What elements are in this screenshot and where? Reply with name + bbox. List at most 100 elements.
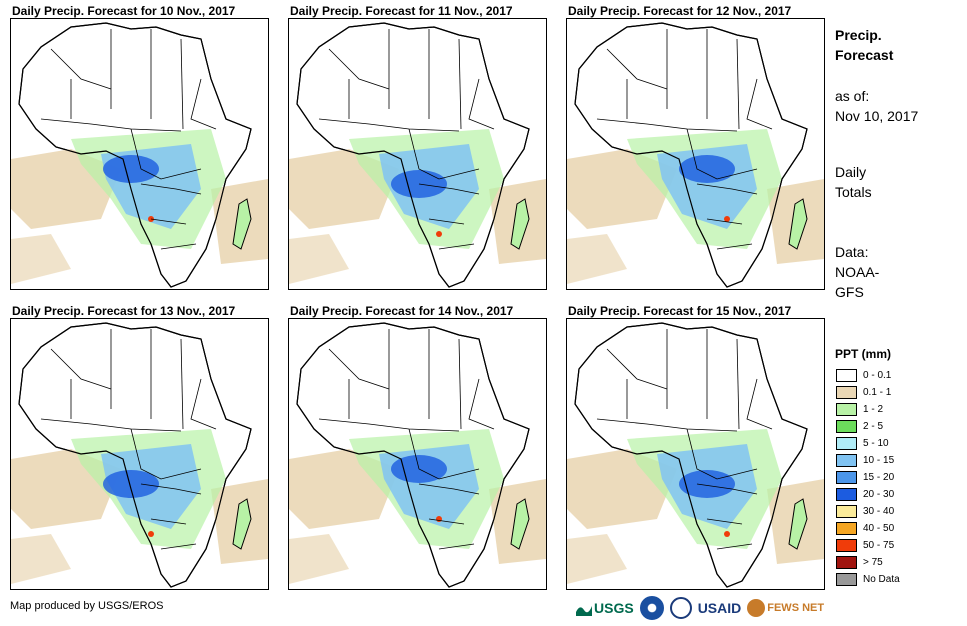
as-of-date: as of: Nov 10, 2017 xyxy=(835,86,918,126)
country-border xyxy=(428,218,465,225)
data-source-line3: GFS xyxy=(835,284,864,300)
panel-4-title: Daily Precip. Forecast for 13 Nov., 2017 xyxy=(12,304,236,318)
country-border xyxy=(686,428,758,480)
legend-item: 2 - 5 xyxy=(836,418,900,435)
forecast-title: Precip. Forecast xyxy=(835,25,893,65)
panel-5-title: Daily Precip. Forecast for 14 Nov., 2017 xyxy=(290,304,514,318)
fewsnet-logo-text: FEWS NET xyxy=(767,602,825,614)
legend-label: 40 - 50 xyxy=(863,523,895,534)
legend-label: 30 - 40 xyxy=(863,506,895,517)
extreme-rain-spot xyxy=(724,531,730,537)
country-border xyxy=(130,128,202,180)
legend-swatch xyxy=(836,420,857,433)
extreme-rain-spot xyxy=(436,231,442,237)
africa-precip-map xyxy=(289,319,546,589)
legend-label: No Data xyxy=(863,574,900,585)
panel-4-map xyxy=(10,318,269,590)
country-border xyxy=(40,118,182,132)
country-border xyxy=(180,338,184,430)
legend-label: 10 - 15 xyxy=(863,455,895,466)
country-border xyxy=(596,118,738,132)
africa-precip-map xyxy=(11,319,268,589)
madagascar-outline xyxy=(788,498,808,550)
legend-label: 0.1 - 1 xyxy=(863,387,892,398)
forecast-title-line1: Precip. xyxy=(835,27,882,43)
country-border xyxy=(50,48,112,90)
country-border xyxy=(140,183,202,195)
country-border xyxy=(746,78,773,130)
legend-item: > 75 xyxy=(836,554,900,571)
country-border xyxy=(706,218,743,225)
country-border xyxy=(328,348,390,390)
country-border xyxy=(408,128,480,180)
legend-swatch xyxy=(836,573,857,586)
country-border xyxy=(468,78,495,130)
madagascar-outline xyxy=(510,198,530,250)
legend-swatch xyxy=(836,454,857,467)
legend-swatch xyxy=(836,471,857,484)
legend-item: 20 - 30 xyxy=(836,486,900,503)
panel-6-title: Daily Precip. Forecast for 15 Nov., 2017 xyxy=(568,304,792,318)
madagascar-outline xyxy=(510,498,530,550)
legend-label: > 75 xyxy=(863,557,883,568)
usaid-logo: USAID xyxy=(697,600,742,616)
country-border xyxy=(746,378,773,430)
legend-label: 50 - 75 xyxy=(863,540,895,551)
legend-item: 50 - 75 xyxy=(836,537,900,554)
coastline xyxy=(296,22,530,288)
panel-3-map xyxy=(566,18,825,290)
country-border xyxy=(160,243,197,250)
country-border xyxy=(328,48,390,90)
usgs-logo: USGS xyxy=(576,600,634,616)
country-border xyxy=(696,483,758,495)
madagascar-outline xyxy=(788,198,808,250)
dos-seal-icon xyxy=(669,597,692,619)
legend-item: 0.1 - 1 xyxy=(836,384,900,401)
country-border xyxy=(736,38,740,130)
dry-region xyxy=(567,534,627,584)
country-border xyxy=(458,38,462,130)
legend: 0 - 0.1 0.1 - 1 1 - 2 2 - 5 5 - 10 10 - 15 15 … xyxy=(836,367,900,588)
legend-swatch xyxy=(836,556,857,569)
usgs-wave-icon xyxy=(576,606,592,616)
panel-5-map xyxy=(288,318,547,590)
africa-precip-map xyxy=(567,319,824,589)
legend-label: 2 - 5 xyxy=(863,421,884,432)
legend-item: 30 - 40 xyxy=(836,503,900,520)
logo-strip: USGS USAID FEWS NET xyxy=(576,595,824,621)
totals-line1: Daily xyxy=(835,164,867,180)
credit-text: Map produced by USGS/EROS xyxy=(10,600,164,612)
country-border xyxy=(160,543,197,550)
legend-swatch xyxy=(836,505,857,518)
africa-precip-map xyxy=(289,19,546,289)
legend-item: 5 - 10 xyxy=(836,435,900,452)
legend-item: 10 - 15 xyxy=(836,452,900,469)
legend-label: 15 - 20 xyxy=(863,472,895,483)
country-border xyxy=(458,338,462,430)
country-border xyxy=(180,38,184,130)
legend-swatch xyxy=(836,386,857,399)
legend-item: 0 - 0.1 xyxy=(836,367,900,384)
legend-item: 40 - 50 xyxy=(836,520,900,537)
africa-precip-map xyxy=(567,19,824,289)
country-border xyxy=(606,348,668,390)
legend-label: 20 - 30 xyxy=(863,489,895,500)
legend-label: 1 - 2 xyxy=(863,404,884,415)
heavy-rain-region xyxy=(679,155,735,183)
country-border xyxy=(418,183,480,195)
legend-swatch xyxy=(836,522,857,535)
country-border xyxy=(468,378,495,430)
country-border xyxy=(318,418,460,432)
dry-region xyxy=(289,234,349,284)
dry-region xyxy=(289,534,349,584)
country-border xyxy=(140,483,202,495)
data-source: Data: NOAA- GFS xyxy=(835,242,879,302)
data-source-line1: Data: xyxy=(835,244,869,260)
data-source-line2: NOAA- xyxy=(835,264,880,280)
legend-label: 0 - 0.1 xyxy=(863,370,892,381)
country-border xyxy=(190,378,217,430)
legend-swatch xyxy=(836,369,857,382)
dry-region xyxy=(11,234,71,284)
panel-3-title: Daily Precip. Forecast for 12 Nov., 2017 xyxy=(568,4,792,18)
coastline xyxy=(18,322,252,588)
